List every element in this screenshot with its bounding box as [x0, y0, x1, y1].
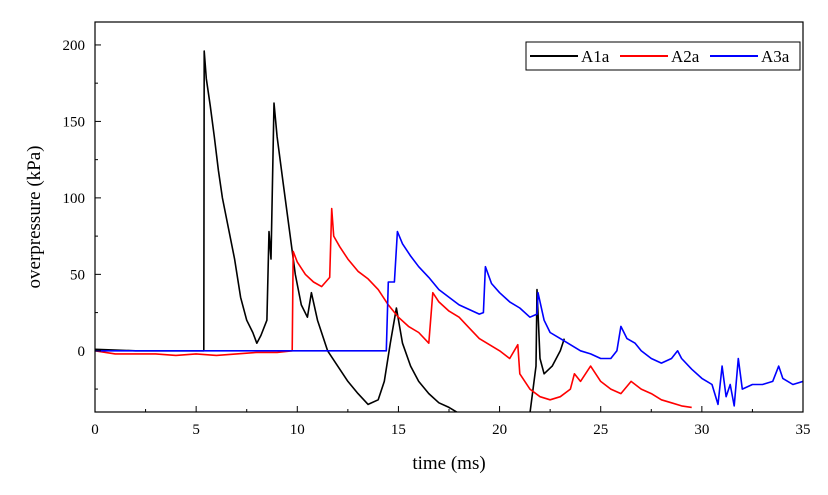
x-tick-label: 35 — [796, 422, 811, 438]
x-tick-label: 5 — [192, 422, 200, 438]
ticks-layer: 0 5 10 15 20 25 30 35 0 50 100 150 200 — [63, 38, 811, 438]
x-tick-label: 0 — [91, 422, 99, 438]
series-line-a1a — [95, 50, 566, 412]
x-tick-label: 20 — [492, 422, 507, 438]
y-tick-label: 200 — [63, 38, 86, 54]
x-tick-label: 30 — [694, 422, 709, 438]
series-line-a3a — [95, 230, 803, 407]
y-tick-label: 100 — [63, 191, 86, 207]
x-axis-title: time (ms) — [412, 453, 485, 474]
x-tick-label: 10 — [290, 422, 305, 438]
series-line-a2a — [95, 207, 692, 409]
legend-label-a2a: A2a — [671, 47, 700, 66]
y-axis-title: overpressure (kPa) — [24, 146, 45, 289]
y-tick-label: 50 — [70, 267, 85, 283]
legend: A1a A2a A3a — [525, 41, 801, 71]
legend-item-a1a: A1a — [530, 47, 610, 66]
x-tick-label: 15 — [391, 422, 406, 438]
y-tick-label: 150 — [63, 114, 86, 130]
legend-item-a3a: A3a — [710, 47, 790, 66]
legend-label-a1a: A1a — [581, 47, 610, 66]
series-layer — [95, 50, 803, 412]
x-tick-label: 25 — [593, 422, 608, 438]
legend-item-a2a: A2a — [620, 47, 700, 66]
y-tick-label: 0 — [78, 344, 86, 360]
legend-label-a3a: A3a — [761, 47, 790, 66]
